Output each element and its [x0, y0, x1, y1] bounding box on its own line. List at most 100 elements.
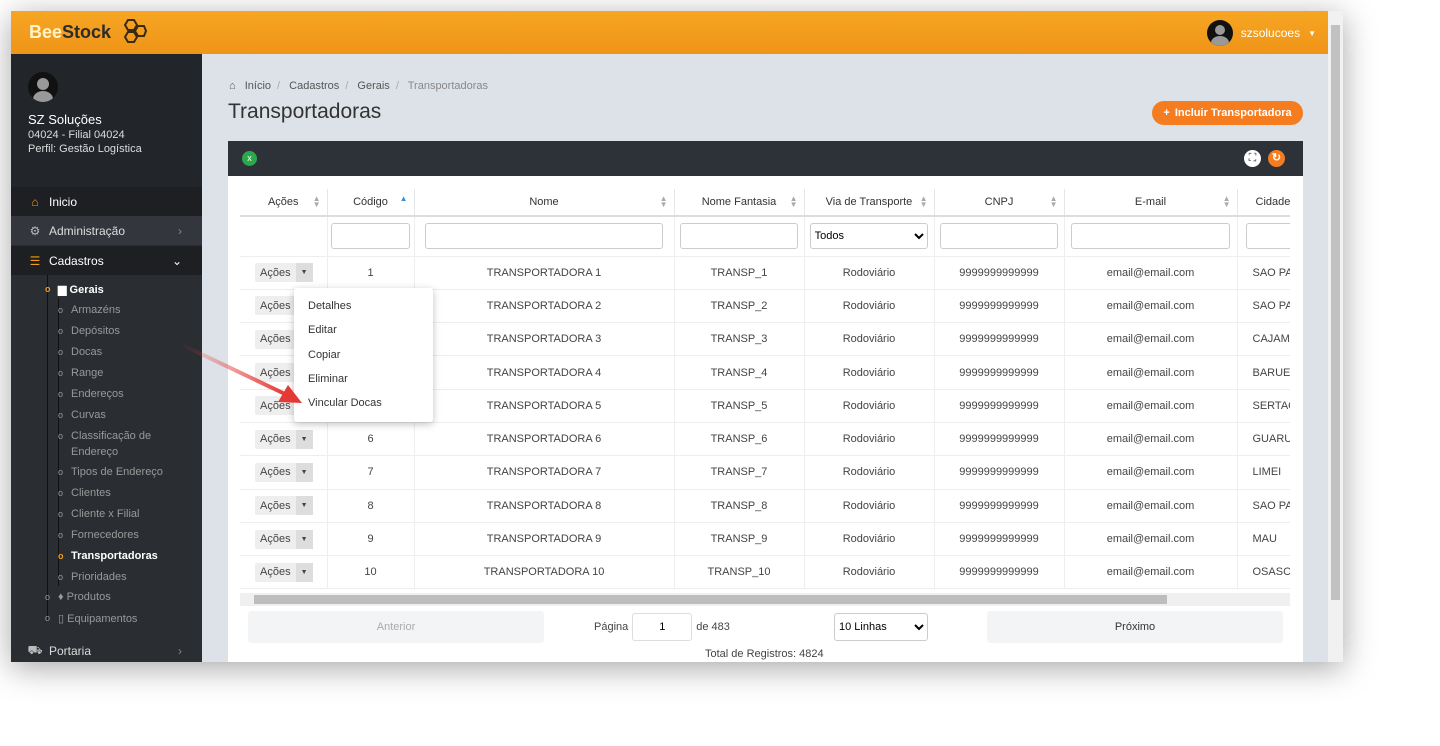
vertical-scrollbar[interactable]	[1328, 11, 1343, 662]
table-cell: 9999999999999	[934, 389, 1065, 423]
actions-dropdown-menu: Detalhes Editar Copiar Eliminar Vincular…	[294, 288, 433, 422]
sidebar-item[interactable]: Fornecedores	[58, 529, 139, 541]
chevron-down-icon: ⌄	[171, 253, 182, 268]
table-row: Ações▼2TRANSPORTADORA 2TRANSP_2Rodoviári…	[240, 289, 1290, 324]
table-cell: 9999999999999	[934, 256, 1065, 290]
caret-down-icon[interactable]: ▼	[295, 462, 313, 482]
filter-nome[interactable]	[424, 223, 664, 250]
caret-down-icon[interactable]: ▼	[295, 263, 313, 283]
sidebar-item-transportadoras[interactable]: Transportadoras	[58, 550, 158, 562]
sidebar-item[interactable]: Tipos de Endereço	[58, 466, 163, 478]
user-menu[interactable]: szsolucoes ▼	[1206, 20, 1316, 46]
menu-item-vincular-docas[interactable]: Vincular Docas	[308, 397, 382, 410]
refresh-icon[interactable]: ↻	[1268, 150, 1285, 167]
column-header[interactable]: Nome ▲ ▼	[414, 189, 675, 217]
table-cell: SAO PA	[1237, 489, 1290, 523]
sidebar-group-equipamentos[interactable]: ▯ Equipamentos	[45, 612, 138, 625]
caret-down-icon[interactable]: ▼	[295, 529, 313, 549]
sidebar-item-inicio[interactable]: ⌂ Inicio	[11, 187, 202, 216]
caret-down-icon[interactable]: ▼	[295, 562, 313, 582]
sidebar-item[interactable]: Curvas	[58, 409, 106, 421]
caret-down-icon[interactable]: ▼	[295, 429, 313, 449]
column-header[interactable]: Ações ▲ ▼	[240, 189, 328, 217]
breadcrumb-item[interactable]: Cadastros	[289, 80, 340, 92]
filter-codigo[interactable]	[330, 223, 411, 250]
pagination: Anterior Páginade 483 10 Linhas Próximo …	[248, 611, 1288, 662]
sidebar-item-cadastros[interactable]: ☰ Cadastros ⌄	[11, 246, 202, 275]
actions-button[interactable]: Ações▼	[255, 496, 313, 516]
rows-per-page-select[interactable]: 10 Linhas	[834, 613, 928, 641]
actions-button[interactable]: Ações▼	[255, 462, 313, 482]
menu-item-detalhes[interactable]: Detalhes	[308, 300, 352, 312]
actions-button[interactable]: Ações▼	[255, 529, 313, 549]
table-cell: 9999999999999	[934, 489, 1065, 523]
app-window: BeeStock szsolucoes ▼ SZ Soluções 04024 -…	[11, 11, 1343, 662]
menu-item-editar[interactable]: Editar	[308, 324, 337, 337]
table-card: x ⛶ ↻ Ações ▲ ▼ Código ▲ Nome ▲ ▼ Nome Fantasia ▲…	[228, 141, 1303, 662]
sidebar-item[interactable]: Prioridades	[58, 571, 127, 583]
next-button[interactable]: Próximo	[987, 611, 1283, 643]
table-row: Ações ▼ 6 TRANSPORTADORA 6 TRANSP_6 Rodoviári…	[240, 422, 1290, 457]
sort-icon: ▲ ▼	[1049, 194, 1058, 209]
sidebar-group-produtos[interactable]: ♦ Produtos	[45, 591, 111, 603]
sidebar-item-portaria[interactable]: ⛟ Portaria ›	[11, 636, 202, 662]
sidebar-group-gerais[interactable]: ▆ Gerais	[45, 283, 104, 296]
table-cell: 8	[327, 489, 415, 523]
actions-button[interactable]: Ações▼	[255, 562, 313, 582]
filter-via-transporte[interactable]: Todos	[809, 223, 929, 250]
column-header[interactable]: E-mail ▲ ▼	[1064, 189, 1238, 217]
table-cell: 10	[327, 555, 415, 590]
actions-button[interactable]: Ações▼	[255, 429, 313, 449]
total-records: Total de Registros: 4824	[705, 648, 824, 660]
table-cell: TRANSPORTADORA 7	[414, 455, 675, 490]
table-cell: SAO PA	[1237, 256, 1290, 290]
excel-export-icon[interactable]: x	[242, 151, 257, 166]
menu-item-eliminar[interactable]: Eliminar	[308, 372, 348, 385]
sidebar-item[interactable]: Endereços	[58, 388, 123, 400]
filter-email[interactable]	[1071, 223, 1230, 250]
page-input[interactable]	[632, 613, 693, 641]
filter-cnpj[interactable]	[939, 223, 1059, 250]
column-header[interactable]: CNPJ ▲ ▼	[934, 189, 1065, 217]
caret-down-icon[interactable]: ▼	[295, 496, 313, 516]
sidebar-item-administracao[interactable]: ⚙ Administração ›	[11, 216, 202, 245]
label: Inicio	[49, 194, 78, 209]
table-cell: Rodoviário	[804, 256, 935, 290]
sidebar-item[interactable]: Depósitos	[58, 325, 120, 337]
column-header[interactable]: Cidade▲▼	[1237, 189, 1290, 217]
fullscreen-icon[interactable]: ⛶	[1244, 150, 1261, 167]
column-header[interactable]: Nome Fantasia ▲ ▼	[674, 189, 805, 217]
filter-nome-fantasia[interactable]	[679, 223, 799, 250]
chevron-right-icon: ›	[178, 223, 182, 238]
tree-line	[58, 298, 59, 586]
table-cell: Rodoviário	[804, 289, 935, 324]
sidebar-item[interactable]: Cliente x Filial	[58, 508, 140, 520]
sidebar-item[interactable]: Armazéns	[58, 304, 120, 316]
column-header[interactable]: Via de Transporte ▲ ▼	[804, 189, 935, 217]
tree-line	[47, 275, 48, 620]
column-header[interactable]: Código ▲	[327, 189, 415, 217]
sidebar-item[interactable]: Classificação de	[58, 430, 151, 442]
add-transportadora-button[interactable]: + Incluir Transportadora	[1152, 101, 1303, 125]
table-cell: SERTAOZ	[1237, 389, 1290, 423]
table-cell: TRANSPORTADORA 9	[414, 522, 675, 557]
caret-down-icon: ▼	[1308, 28, 1316, 38]
breadcrumb-item[interactable]: Início	[244, 80, 272, 92]
sidebar-item[interactable]: Docas	[58, 346, 102, 358]
table-cell: Rodoviário	[804, 555, 935, 590]
avatar	[1206, 20, 1233, 46]
table-cell: Rodoviário	[804, 355, 935, 390]
sidebar-item[interactable]: Clientes	[58, 487, 111, 499]
horizontal-scrollbar[interactable]	[240, 593, 1290, 606]
breadcrumb-item[interactable]: Gerais	[357, 80, 390, 92]
table-cell: Rodoviário	[804, 389, 935, 423]
sidebar-item-cont[interactable]: Endereço	[71, 446, 119, 458]
filter-cidade[interactable]	[1245, 223, 1290, 250]
sidebar-item[interactable]: Range	[58, 367, 104, 379]
menu-item-copiar[interactable]: Copiar	[308, 348, 341, 361]
previous-button[interactable]: Anterior	[248, 611, 544, 643]
sidebar: SZ Soluções 04024 - Filial 04024 Perfil:…	[11, 54, 202, 662]
actions-button[interactable]: Ações▼	[255, 263, 313, 283]
table-cell: 9999999999999	[934, 555, 1065, 590]
table-row: Ações ▼ 9 TRANSPORTADORA 9 TRANSP_9 Rodoviári…	[240, 522, 1290, 557]
